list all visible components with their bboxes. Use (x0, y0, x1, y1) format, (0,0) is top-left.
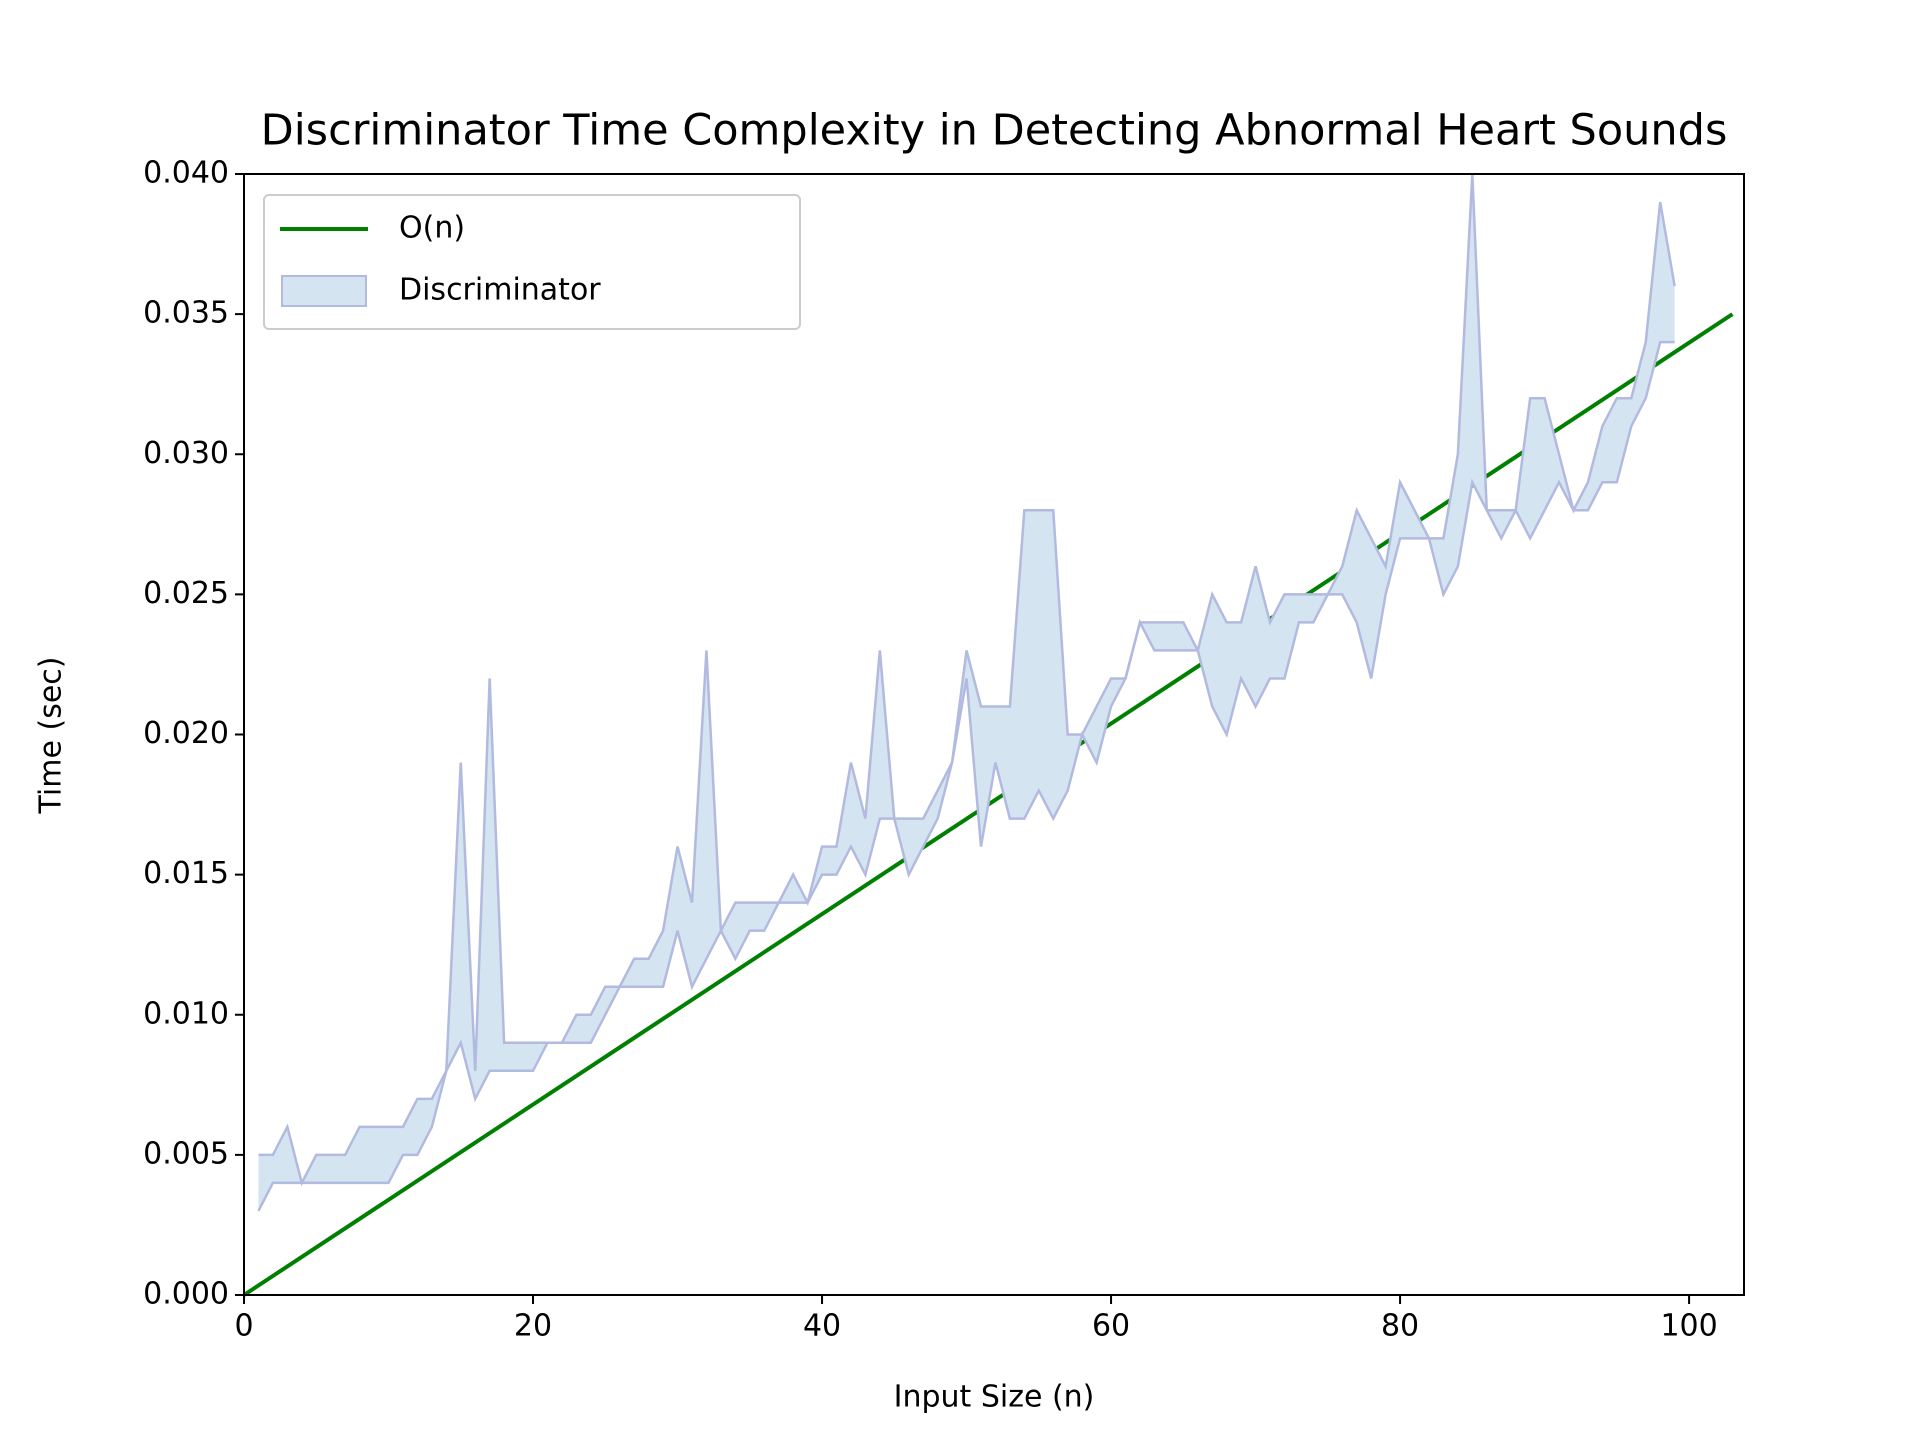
legend-label: Discriminator (399, 273, 601, 308)
y-tick-label: 0.005 (143, 1136, 229, 1171)
y-tick-label: 0.010 (143, 996, 229, 1031)
y-axis-label: Time (sec) (34, 657, 69, 815)
x-tick-label: 0 (234, 1309, 253, 1344)
x-axis-label: Input Size (n) (894, 1380, 1095, 1415)
legend-label: O(n) (399, 211, 465, 246)
y-tick-label: 0.025 (143, 576, 229, 611)
legend-swatch (281, 275, 367, 307)
chart-title: Discriminator Time Complexity in Detecti… (261, 106, 1728, 156)
legend-box (263, 194, 801, 330)
y-tick-label: 0.000 (143, 1277, 229, 1312)
x-tick-label: 60 (1092, 1309, 1130, 1344)
y-tick-label: 0.035 (143, 296, 229, 331)
area-edge (258, 173, 1676, 1187)
x-tick-label: 100 (1660, 1309, 1717, 1344)
y-tick-label: 0.015 (143, 856, 229, 891)
area-edge (257, 340, 1675, 1212)
x-tick-label: 20 (514, 1309, 552, 1344)
y-tick-label: 0.040 (143, 156, 229, 191)
x-tick-label: 40 (803, 1309, 841, 1344)
y-tick-label: 0.020 (143, 716, 229, 751)
x-tick-label: 80 (1381, 1309, 1419, 1344)
y-tick-label: 0.030 (143, 436, 229, 471)
